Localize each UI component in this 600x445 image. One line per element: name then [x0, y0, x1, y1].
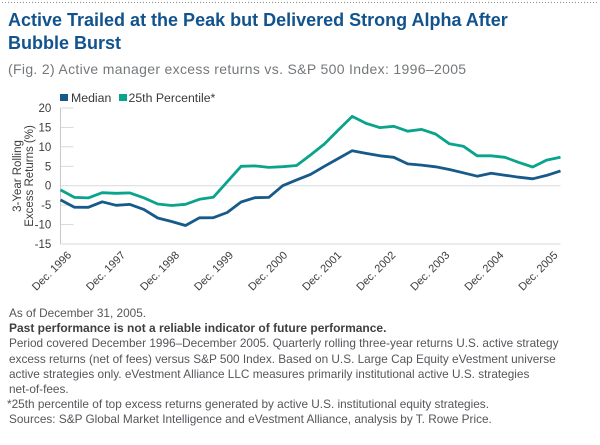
svg-text:Dec. 1999: Dec. 1999 — [192, 249, 236, 293]
svg-text:-15: -15 — [35, 239, 52, 251]
svg-text:Dec. 1997: Dec. 1997 — [84, 249, 128, 293]
svg-text:Dec. 2005: Dec. 2005 — [517, 249, 561, 293]
svg-text:-10: -10 — [35, 220, 52, 232]
svg-text:5: 5 — [45, 161, 51, 173]
svg-text:Dec. 2003: Dec. 2003 — [408, 249, 452, 293]
svg-text:Dec. 1998: Dec. 1998 — [138, 249, 182, 293]
svg-text:Dec. 2001: Dec. 2001 — [300, 249, 344, 293]
svg-text:Dec. 2000: Dec. 2000 — [246, 249, 290, 293]
svg-text:10: 10 — [39, 142, 52, 154]
svg-text:0: 0 — [45, 181, 51, 193]
svg-text:20: 20 — [39, 103, 52, 115]
svg-text:Excess Returns (%): Excess Returns (%) — [24, 125, 36, 227]
svg-text:Dec. 1996: Dec. 1996 — [30, 249, 74, 293]
svg-text:3-Year Rolling: 3-Year Rolling — [12, 140, 24, 212]
svg-text:Dec. 2004: Dec. 2004 — [462, 249, 506, 293]
svg-text:15: 15 — [39, 122, 52, 134]
svg-text:-5: -5 — [41, 200, 51, 212]
svg-text:Dec. 2002: Dec. 2002 — [354, 249, 398, 293]
